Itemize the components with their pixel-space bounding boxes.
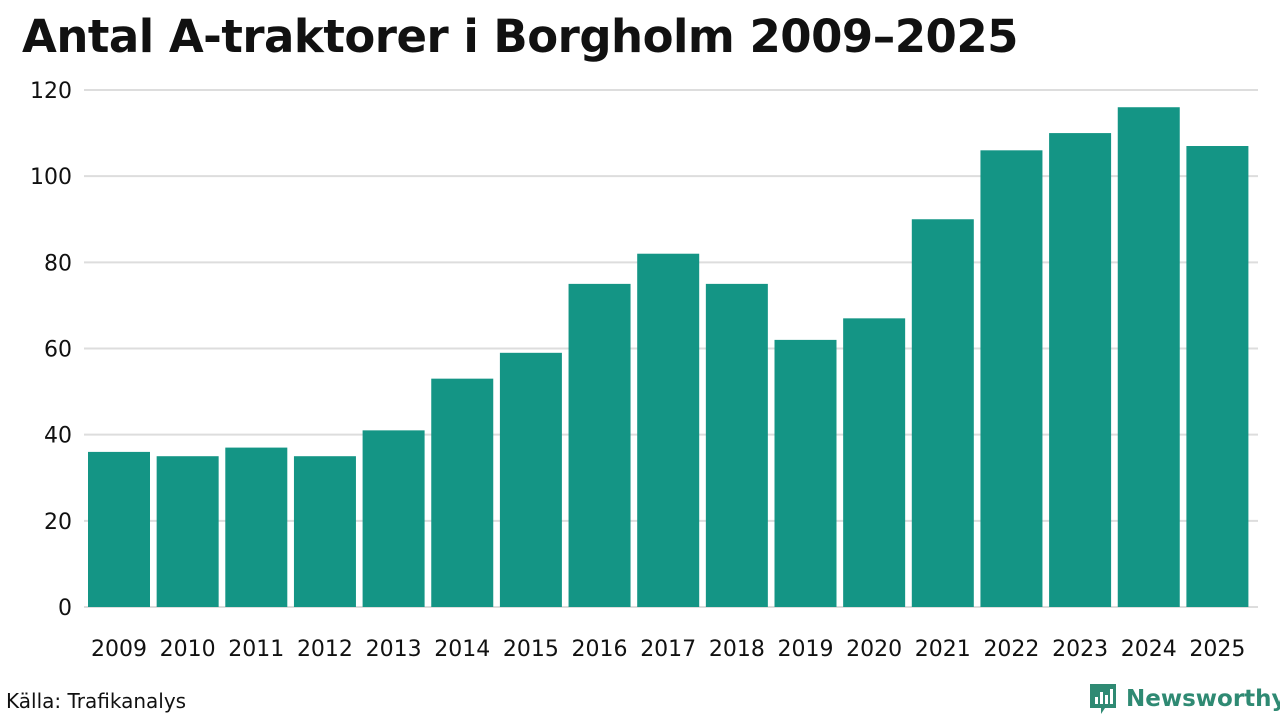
bar-2017 <box>637 253 700 607</box>
bar-2011 <box>225 447 288 607</box>
y-tick-label: 40 <box>44 424 72 449</box>
y-tick-label: 60 <box>44 338 72 363</box>
chart-title: Antal A-traktorer i Borgholm 2009–2025 <box>22 10 1018 63</box>
x-tick-label: 2012 <box>297 637 353 662</box>
x-tick-label: 2020 <box>846 637 902 662</box>
x-tick-label: 2018 <box>709 637 765 662</box>
x-tick-label: 2021 <box>915 637 971 662</box>
y-tick-label: 100 <box>30 165 72 190</box>
source-label: Källa: Trafikanalys <box>6 689 187 713</box>
x-tick-label: 2025 <box>1189 637 1245 662</box>
bar-2009 <box>88 451 150 607</box>
bar-2016 <box>568 283 631 607</box>
bar-2012 <box>293 456 356 607</box>
x-tick-label: 2011 <box>228 637 284 662</box>
bar-2021 <box>911 219 974 607</box>
x-tick-label: 2022 <box>983 637 1039 662</box>
y-tick-label: 0 <box>58 596 72 621</box>
bar-2019 <box>774 339 837 607</box>
y-tick-label: 20 <box>44 510 72 535</box>
y-tick-label: 120 <box>30 79 72 104</box>
bar-2025 <box>1186 146 1249 607</box>
bar-2022 <box>980 150 1043 608</box>
x-tick-label: 2023 <box>1052 637 1108 662</box>
bar-2020 <box>843 318 906 607</box>
x-tick-label: 2014 <box>434 637 490 662</box>
x-tick-label: 2016 <box>572 637 628 662</box>
bar-2024 <box>1117 107 1180 607</box>
brand-name: Newsworthy <box>1126 686 1280 712</box>
x-tick-label: 2024 <box>1121 637 1177 662</box>
x-tick-label: 2015 <box>503 637 559 662</box>
x-tick-label: 2019 <box>778 637 834 662</box>
x-tick-label: 2009 <box>91 637 147 662</box>
bar-2015 <box>499 352 562 607</box>
bar-2010 <box>156 456 219 607</box>
newsworthy-logo-icon <box>1090 684 1116 714</box>
x-tick-label: 2010 <box>160 637 216 662</box>
bar-2023 <box>1049 133 1112 608</box>
bar-2018 <box>705 283 768 607</box>
y-tick-label: 80 <box>44 251 72 276</box>
brand-logo: Newsworthy <box>1088 682 1280 716</box>
x-tick-label: 2017 <box>640 637 696 662</box>
x-tick-label: 2013 <box>366 637 422 662</box>
bar-2014 <box>431 378 494 607</box>
bar-2013 <box>362 430 425 607</box>
